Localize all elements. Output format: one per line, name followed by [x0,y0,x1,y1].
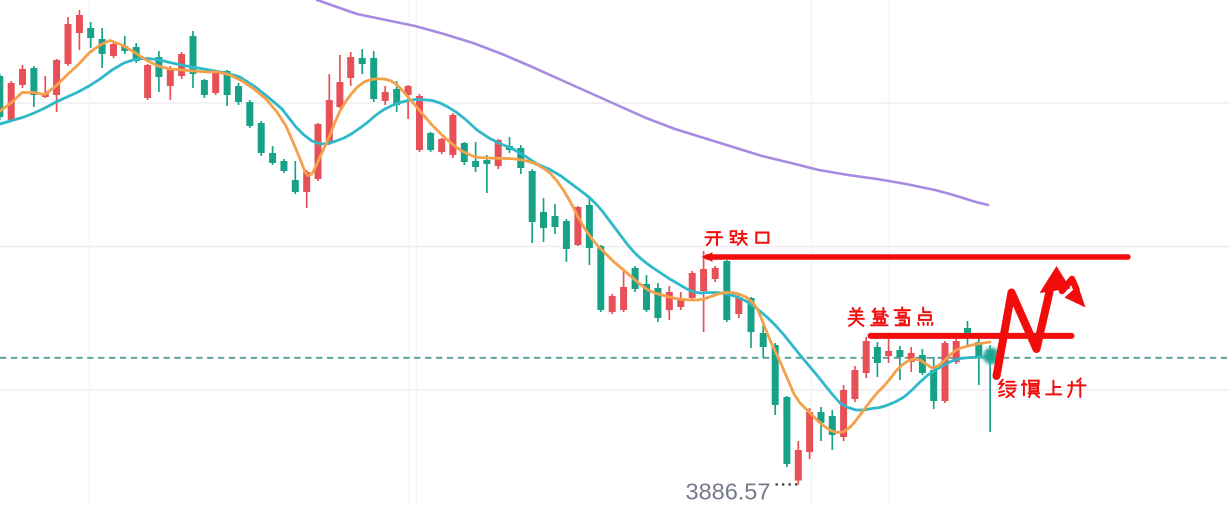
svg-text:3886.57: 3886.57 [686,479,771,505]
